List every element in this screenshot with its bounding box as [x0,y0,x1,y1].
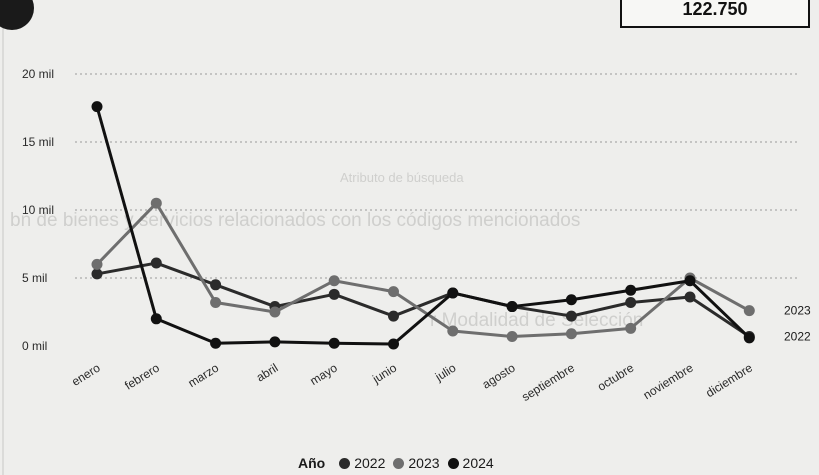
legend-items: 2022 2023 2024 [335,455,494,471]
data-point-2022 [91,268,103,280]
x-tick-label: marzo [185,361,221,391]
data-point-2024 [743,332,755,344]
data-point-2022 [625,296,637,308]
series-line-2022 [96,261,751,338]
legend-dot-2023 [393,457,405,469]
data-point-2023 [743,305,755,317]
data-point-2023 [447,325,459,337]
data-point-2024 [388,338,399,350]
series-line-2024 [95,106,751,346]
data-point-2024 [269,336,281,348]
background-text-attribute: Atributo de búsqueda [340,170,464,185]
legend-dot-2022 [339,457,351,469]
x-tick-label: mayo [307,360,340,388]
end-label-2023: 2023 [784,304,811,318]
data-point-2024 [506,301,518,313]
y-tick-label: 0 mil [22,339,47,353]
data-point-2022 [328,288,340,300]
data-point-2023 [328,275,340,287]
data-point-2023 [91,258,103,270]
data-point-2024 [447,287,459,299]
x-tick-label: octubre [595,361,637,394]
data-point-2022 [684,291,696,303]
x-tick-label: abril [254,361,281,385]
data-point-2024 [565,294,577,306]
data-point-2024 [91,101,103,113]
data-point-2022 [565,310,577,322]
x-tick-label: junio [369,361,399,387]
x-tick-label: noviembre [641,361,696,403]
chart-legend: Año 2022 2023 2024 [298,455,494,471]
end-label-2022: 2022 [784,329,811,343]
legend-label-2022: 2022 [354,455,386,471]
data-point-2023 [506,330,518,342]
data-point-2023 [565,328,577,340]
background-text-description: bn de bienes y servicios relacionados co… [10,210,581,231]
x-tick-label: febrero [122,361,162,393]
data-point-2023 [150,197,162,209]
data-point-2022 [210,279,222,291]
data-point-2024 [210,337,222,349]
y-tick-label: 10 mil [22,203,54,217]
data-point-2023 [625,322,637,334]
y-tick-label: 5 mil [22,271,47,285]
data-point-2024 [328,337,340,349]
kpi-card: 122.750 [620,0,810,28]
x-tick-label: diciembre [703,361,755,401]
data-point-2024 [684,275,696,287]
x-tick-label: septiembre [519,361,577,405]
data-point-2023 [210,296,222,308]
legend-title: Año [298,455,326,471]
x-tick-label: enero [69,361,103,389]
legend-dot-2024 [447,457,459,469]
legend-label-2023: 2023 [408,455,440,471]
x-tick-label: julio [432,361,459,385]
series-line-2023 [95,201,751,338]
data-point-2023 [269,306,281,318]
data-point-2022 [388,310,399,322]
x-tick-label: agosto [480,360,518,391]
kpi-value: 122.750 [682,0,748,19]
y-tick-label: 20 mil [22,67,54,81]
data-point-2022 [150,257,162,269]
background-text-modality: r Modalidad de Selección [430,310,644,331]
y-tick-label: 15 mil [22,135,54,149]
data-point-2024 [150,313,162,325]
data-point-2023 [388,286,399,298]
legend-label-2024: 2024 [462,455,494,471]
data-point-2024 [625,284,637,296]
